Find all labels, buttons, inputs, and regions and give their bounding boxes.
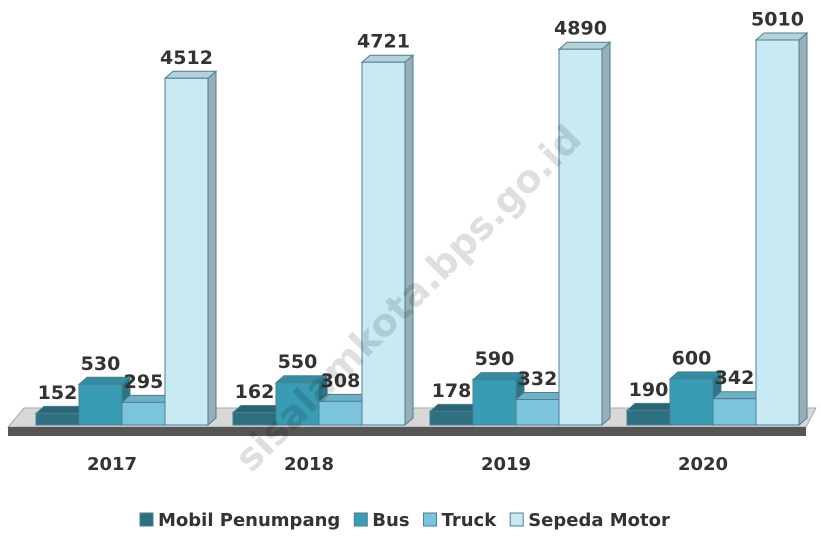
bar-top (668, 371, 723, 380)
legend-swatch (353, 512, 368, 527)
x-tick-label: 2018 (284, 454, 334, 475)
value-label: 550 (278, 351, 318, 373)
bar-front (275, 382, 320, 426)
value-label: 332 (518, 368, 558, 390)
value-label: 4512 (160, 47, 213, 69)
bar-front (472, 379, 517, 426)
bar-front (164, 77, 209, 426)
bar-front (361, 61, 406, 426)
value-label: 190 (629, 379, 669, 401)
bar-front (429, 410, 474, 426)
bar-front (121, 401, 166, 426)
bar-front (626, 409, 671, 426)
bar-front (515, 398, 560, 426)
bar (557, 41, 612, 427)
x-tick-label: 2020 (678, 454, 728, 475)
value-label: 178 (432, 380, 472, 402)
value-label: 295 (124, 371, 164, 393)
bar (360, 54, 415, 427)
legend-label: Mobil Penumpang (158, 510, 340, 531)
bar-top (557, 41, 612, 50)
value-label: 162 (235, 381, 275, 403)
bar-front (755, 39, 800, 426)
legend-swatch (423, 512, 438, 527)
bar-top (471, 372, 526, 381)
bar-top (77, 376, 132, 385)
bar-front (35, 412, 80, 426)
x-tick-label: 2019 (481, 454, 531, 475)
bar (754, 31, 809, 427)
legend-label: Sepeda Motor (528, 510, 670, 531)
value-label: 4721 (357, 31, 410, 53)
value-label: 308 (321, 370, 361, 392)
bar-top (360, 54, 415, 63)
legend-label: Bus (372, 510, 409, 531)
legend: Mobil Penumpang Bus Truck Sepeda Motor (139, 510, 670, 531)
value-label: 4890 (554, 18, 607, 40)
value-label: 342 (715, 367, 755, 389)
legend-swatch (139, 512, 154, 527)
value-label: 5010 (751, 9, 804, 31)
bar-front (712, 398, 757, 426)
floor-front (8, 427, 806, 436)
bar-side (601, 41, 611, 427)
bar-side (798, 31, 808, 427)
legend-label: Truck (442, 510, 498, 531)
value-label: 590 (475, 348, 515, 370)
bar-side (404, 54, 414, 427)
value-label: 530 (81, 353, 121, 375)
bar-front (669, 378, 714, 426)
bar-top (163, 70, 218, 79)
legend-swatch (509, 512, 524, 527)
bar (668, 370, 723, 427)
bar-top (754, 32, 809, 41)
bar-front (558, 48, 603, 426)
x-tick-label: 2017 (87, 454, 137, 475)
value-label: 152 (38, 382, 78, 404)
bar-side (207, 70, 217, 427)
bar-front (78, 383, 123, 426)
bar (163, 70, 218, 427)
value-label: 600 (672, 347, 712, 369)
